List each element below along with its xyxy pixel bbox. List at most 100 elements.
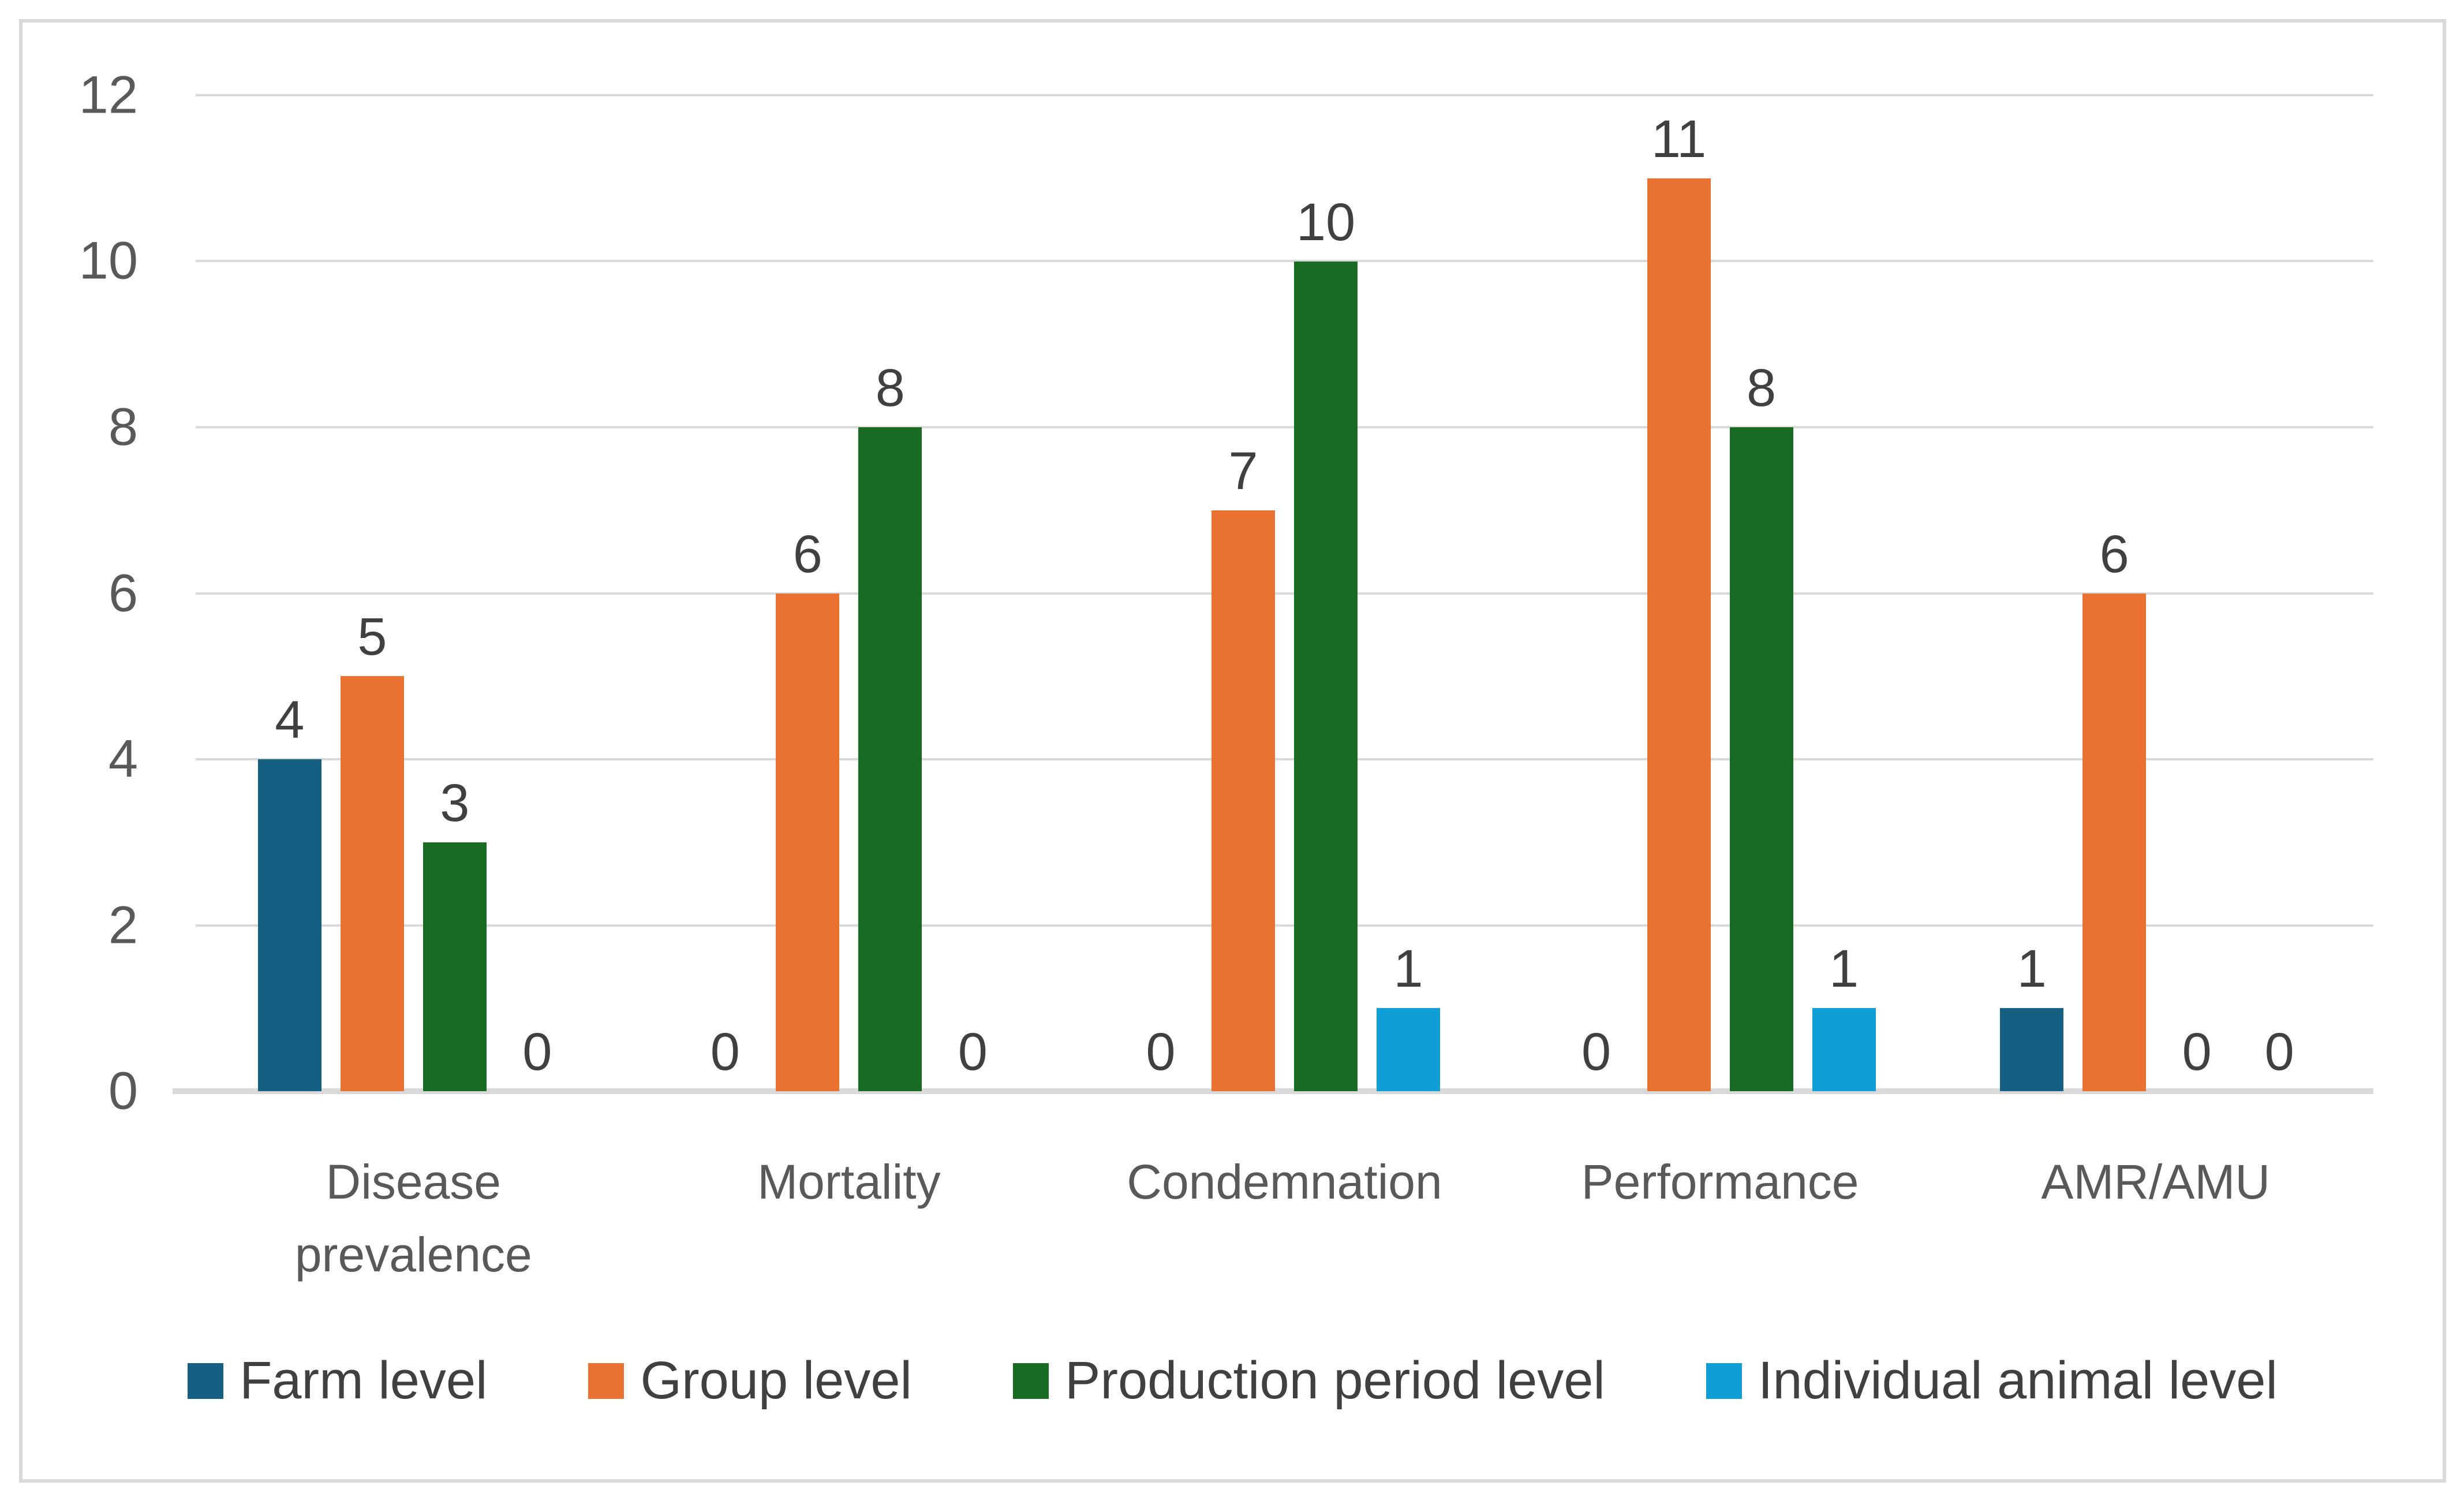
data-label: 0 (2264, 1022, 2294, 1081)
bar-slot: 8 (858, 95, 922, 1091)
data-label: 8 (1746, 359, 1777, 418)
data-label: 11 (1651, 109, 1707, 169)
bar-slot: 3 (422, 95, 487, 1091)
category-label-cell: Performance (1502, 1145, 1938, 1291)
data-label: 0 (1146, 1022, 1176, 1081)
bar-slot: 0 (506, 95, 569, 1091)
category-label-cell: Disease prevalence (196, 1145, 631, 1291)
bar-slot: 4 (257, 95, 321, 1091)
data-label: 0 (1581, 1022, 1611, 1081)
category-label-cell: AMR/AMU (1938, 1145, 2373, 1291)
bar-slot: 1 (1376, 95, 1440, 1091)
data-label: 1 (2017, 939, 2047, 999)
legend-label: Group level (640, 1351, 912, 1410)
legend-marker-icon (188, 1363, 224, 1399)
data-label: 3 (440, 773, 470, 833)
bar-production-period-level (422, 842, 487, 1091)
category-axis: Disease prevalence Mortality Condemnation P… (196, 1145, 2373, 1291)
gridline (196, 260, 2373, 263)
y-tick-label: 10 (78, 231, 138, 290)
category-label-cell: Condemnation (1067, 1145, 1502, 1291)
bar-group-level (340, 676, 404, 1091)
bar-slot: 0 (2165, 95, 2229, 1091)
y-axis: 0 2 4 6 8 10 12 (23, 66, 138, 1121)
category-label: Disease prevalence (294, 1155, 532, 1282)
category-label: AMR/AMU (2041, 1155, 2270, 1209)
data-label: 6 (792, 524, 822, 584)
data-label: 1 (1393, 939, 1423, 999)
bar-slot: 0 (941, 95, 1004, 1091)
legend-label: Individual animal level (1758, 1351, 2278, 1410)
bar-farm-level (257, 759, 321, 1091)
category-label: Mortality (757, 1155, 941, 1209)
bar-production-period-level (1729, 427, 1793, 1091)
legend-label: Production period level (1064, 1351, 1605, 1410)
bar-cluster: 0 7 10 1 (1129, 95, 1440, 1091)
bar-group: 0 7 10 1 (1067, 95, 1502, 1091)
bar-group-level (2082, 593, 2147, 1091)
bar-slot: 11 (1647, 95, 1711, 1091)
x-axis-line (173, 1088, 2373, 1094)
y-tick-label: 0 (108, 1061, 138, 1121)
gridline (196, 94, 2373, 96)
y-tick-label: 2 (108, 895, 138, 954)
gridline (196, 924, 2373, 927)
legend: Farm level Group level Production period l… (23, 1350, 2443, 1411)
data-label: 0 (710, 1022, 740, 1081)
bar-group-level (1211, 510, 1275, 1091)
gridline (196, 426, 2373, 428)
bar-group: 0 6 8 0 (631, 95, 1067, 1091)
data-label: 5 (357, 607, 387, 667)
data-label: 0 (958, 1022, 988, 1081)
data-label: 8 (875, 359, 905, 418)
gridline (196, 757, 2373, 760)
bar-group-level (776, 593, 840, 1091)
chart-frame: 0 2 4 6 8 10 12 4 5 3 0 0 6 8 0 0 7 10 1 0 11 8 1 1 6 0 0 Disease… (19, 19, 2446, 1483)
bar-slot: 0 (1565, 95, 1628, 1091)
legend-label: Farm level (240, 1351, 488, 1410)
data-label: 0 (2182, 1022, 2212, 1081)
plot-area: 4 5 3 0 0 6 8 0 0 7 10 1 0 11 8 1 1 6 0 0 (173, 94, 2373, 1094)
bar-slot: 7 (1211, 95, 1275, 1091)
bar-group-level (1647, 178, 1711, 1091)
legend-item: Group level (588, 1350, 912, 1411)
bar-groups: 4 5 3 0 0 6 8 0 0 7 10 1 0 11 8 1 1 6 0 0 (196, 95, 2373, 1091)
legend-item: Farm level (188, 1350, 487, 1411)
bar-slot: 1 (1812, 95, 1876, 1091)
legend-marker-icon (1706, 1363, 1742, 1399)
bar-production-period-level (858, 427, 922, 1091)
category-label-cell: Mortality (631, 1145, 1067, 1291)
y-tick-label: 6 (108, 563, 138, 622)
data-label: 10 (1296, 192, 1356, 252)
bar-farm-level (2000, 1008, 2064, 1091)
bar-group: 0 11 8 1 (1502, 95, 1938, 1091)
bar-individual-animal-level (1812, 1008, 1876, 1091)
bar-slot: 5 (340, 95, 404, 1091)
legend-item: Production period level (1012, 1350, 1605, 1411)
y-tick-label: 4 (108, 729, 138, 789)
bar-slot: 0 (2248, 95, 2311, 1091)
legend-item: Individual animal level (1706, 1350, 2278, 1411)
data-label: 1 (1829, 939, 1859, 999)
data-label: 7 (1228, 441, 1258, 501)
gridline (196, 592, 2373, 595)
bar-slot: 8 (1729, 95, 1793, 1091)
bar-slot: 0 (693, 95, 757, 1091)
bar-slot: 0 (1129, 95, 1192, 1091)
y-tick-label: 8 (108, 397, 138, 457)
bar-slot: 1 (2000, 95, 2064, 1091)
bar-slot: 6 (2082, 95, 2147, 1091)
data-label: 4 (275, 691, 305, 750)
bar-slot: 6 (776, 95, 840, 1091)
bar-production-period-level (1293, 261, 1358, 1091)
data-label: 6 (2099, 524, 2129, 584)
bar-cluster: 0 6 8 0 (693, 95, 1004, 1091)
bar-cluster: 0 11 8 1 (1565, 95, 1876, 1091)
category-label: Performance (1581, 1155, 1859, 1209)
y-tick-label: 12 (78, 65, 138, 125)
legend-marker-icon (588, 1363, 625, 1399)
